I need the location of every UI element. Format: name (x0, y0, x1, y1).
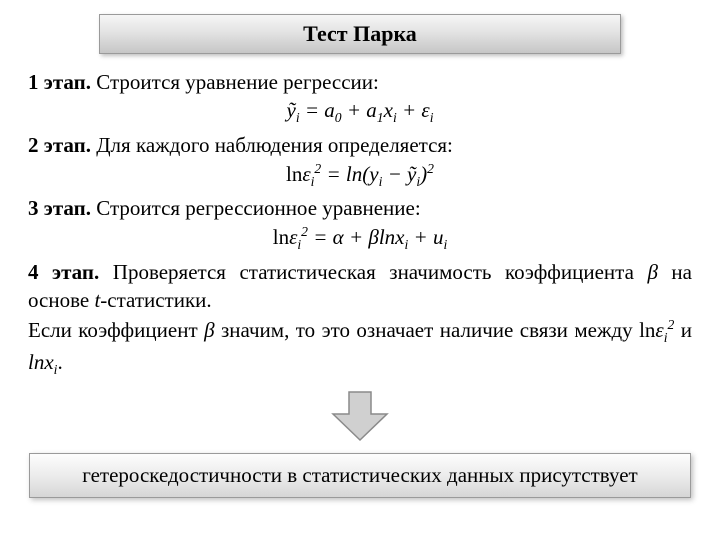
formula-2-math: lnεi2 = ln(yi − ỹi)2 (286, 162, 434, 186)
formula-3-math: lnεi2 = α + βlnxi + ui (273, 225, 448, 249)
step-4: 4 этап. Проверяется статистическая значи… (28, 258, 692, 315)
conclusion-text: гетероскедостичности в статистических да… (82, 463, 637, 487)
step-2-label: 2 этап. (28, 133, 91, 157)
slide-root: Тест Парка 1 этап. Строится уравнение ре… (0, 0, 720, 540)
step-2-text: Для каждого наблюдения определяется: (96, 133, 453, 157)
step-1-text: Строится уравнение регрессии: (96, 70, 379, 94)
formula-1-math: ỹi = a0 + a1xi + εi (287, 98, 434, 122)
arrow-container (28, 390, 692, 447)
implication-math1: lnεi2 (639, 318, 674, 342)
step-4-label: 4 этап. (28, 260, 99, 284)
formula-1: ỹi = a0 + a1xi + εi (28, 98, 692, 126)
formula-3: lnεi2 = α + βlnxi + ui (28, 224, 692, 253)
implication-and: и (674, 318, 692, 342)
step-1-label: 1 этап. (28, 70, 91, 94)
step-3-text: Строится регрессионное уравнение: (96, 196, 420, 220)
formula-2: lnεi2 = ln(yi − ỹi)2 (28, 161, 692, 190)
implication-suffix: . (57, 350, 62, 374)
implication-prefix: Если коэффициент (28, 318, 204, 342)
title-box: Тест Парка (99, 14, 621, 54)
down-arrow-icon (329, 390, 391, 447)
title-text: Тест Парка (303, 21, 417, 46)
implication-mid: значим, то это означает наличие связи ме… (215, 318, 640, 342)
step-2: 2 этап. Для каждого наблюдения определяе… (28, 131, 692, 159)
step-3: 3 этап. Строится регрессионное уравнение… (28, 194, 692, 222)
implication-beta: β (204, 318, 214, 342)
implication: Если коэффициент β значим, то это означа… (28, 316, 692, 379)
step-1: 1 этап. Строится уравнение регрессии: (28, 68, 692, 96)
step-3-label: 3 этап. (28, 196, 91, 220)
implication-math2: lnxi (28, 350, 57, 374)
conclusion-box: гетероскедостичности в статистических да… (29, 453, 691, 498)
